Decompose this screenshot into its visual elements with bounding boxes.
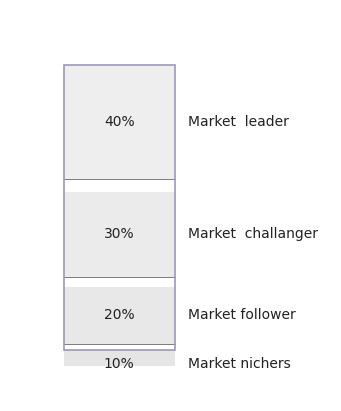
Text: 20%: 20% [104, 308, 135, 322]
Text: Market nichers: Market nichers [188, 357, 291, 371]
Text: Market  leader: Market leader [188, 115, 289, 129]
Text: 30%: 30% [104, 227, 135, 241]
Text: Market  challanger: Market challanger [188, 227, 318, 241]
Bar [64, 350, 175, 379]
Text: Market follower: Market follower [188, 308, 296, 322]
Text: 10%: 10% [104, 357, 135, 371]
Text: 40%: 40% [104, 115, 135, 129]
